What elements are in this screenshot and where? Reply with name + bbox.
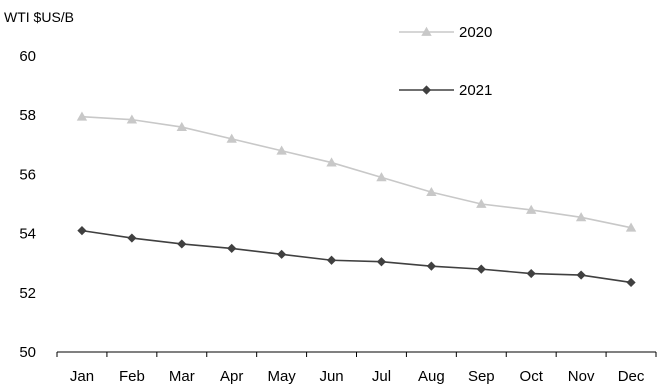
data-point (227, 243, 237, 253)
data-point (76, 111, 88, 121)
legend: 2020 2021 (399, 24, 492, 99)
x-tick-label: May (267, 368, 296, 385)
x-tick-label: Feb (119, 368, 145, 385)
legend-marker (421, 85, 432, 95)
series-2020 (76, 111, 637, 232)
data-point (476, 198, 487, 208)
series-line (81, 115, 632, 229)
data-point (177, 239, 187, 249)
data-point (77, 226, 87, 236)
data-point (376, 257, 387, 267)
data-point (426, 261, 436, 271)
data-point (127, 233, 137, 243)
data-point (575, 212, 587, 222)
data-point (176, 121, 187, 131)
data-point (326, 255, 337, 265)
legend-item-2021: 2021 (399, 82, 492, 99)
data-point (426, 186, 437, 197)
data-point (277, 249, 287, 259)
y-tick-label: 60 (19, 48, 36, 65)
y-tick-label: 58 (19, 107, 36, 124)
series-2021 (77, 226, 636, 288)
x-tick-label: Apr (220, 368, 243, 385)
data-point (625, 222, 637, 232)
data-point (526, 268, 536, 279)
x-tick-label: Mar (169, 368, 195, 385)
x-tick-label: Dec (618, 368, 645, 385)
y-axis-title: WTI $US/B (4, 9, 74, 25)
data-point (476, 264, 486, 274)
x-ticks (56, 352, 657, 357)
data-point (376, 172, 387, 182)
y-tick-label: 52 (19, 285, 36, 302)
x-tick-label: Jan (70, 368, 94, 385)
y-tick-label: 56 (19, 166, 36, 183)
legend-label: 2020 (459, 24, 492, 41)
series-lines (76, 111, 637, 288)
data-point (276, 145, 287, 155)
data-point (126, 114, 138, 124)
y-tick-label: 54 (19, 226, 36, 243)
x-tick-label: Nov (568, 368, 595, 385)
x-tick-label: Aug (418, 368, 445, 385)
y-tick-labels: 50 52 54 56 58 60 (19, 48, 36, 361)
data-point (226, 133, 237, 143)
x-tick-label: Sep (468, 368, 495, 385)
data-point (526, 204, 537, 214)
x-tick-labels: Jan Feb Mar Apr May Jun Jul Aug Sep Oct Nov Dec (70, 368, 645, 385)
x-tick-label: Oct (520, 368, 544, 385)
y-tick-label: 50 (19, 344, 36, 361)
legend-item-2020: 2020 (399, 24, 492, 41)
data-point (626, 277, 636, 288)
legend-label: 2021 (459, 82, 492, 99)
data-point (326, 157, 337, 167)
x-tick-label: Jun (319, 368, 343, 385)
legend-marker (421, 26, 432, 36)
data-point (576, 270, 586, 280)
series-line (81, 229, 632, 284)
x-tick-label: Jul (372, 368, 391, 385)
